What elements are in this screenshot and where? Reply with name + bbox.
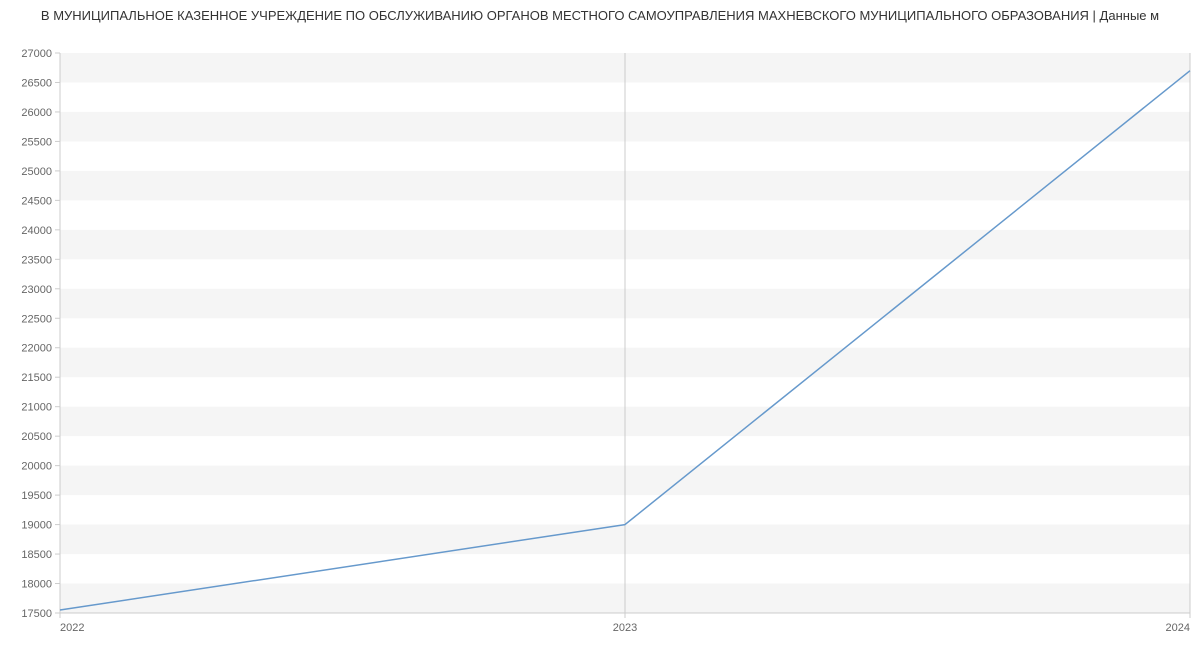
line-chart: 17500 18000 18500 19000 19500 20000 20500 21000… [0,23,1200,643]
svg-text:25000: 25000 [21,166,52,178]
svg-text:21500: 21500 [21,372,52,384]
svg-text:26500: 26500 [21,77,52,89]
svg-text:26000: 26000 [21,107,52,119]
chart-title: В МУНИЦИПАЛЬНОЕ КАЗЕННОЕ УЧРЕЖДЕНИЕ ПО О… [0,0,1200,23]
svg-text:23500: 23500 [21,254,52,266]
svg-text:2024: 2024 [1166,622,1190,634]
svg-text:22500: 22500 [21,313,52,325]
svg-text:18000: 18000 [21,579,52,591]
svg-text:24500: 24500 [21,195,52,207]
svg-text:25500: 25500 [21,136,52,148]
svg-text:17500: 17500 [21,608,52,620]
svg-text:23000: 23000 [21,284,52,296]
svg-text:27000: 27000 [21,48,52,60]
svg-text:22000: 22000 [21,343,52,355]
svg-text:20500: 20500 [21,431,52,443]
svg-text:18500: 18500 [21,549,52,561]
svg-text:2023: 2023 [613,622,637,634]
svg-text:20000: 20000 [21,461,52,473]
chart-container: 17500 18000 18500 19000 19500 20000 20500 21000… [0,23,1200,643]
svg-text:24000: 24000 [21,225,52,237]
svg-text:19500: 19500 [21,490,52,502]
svg-text:2022: 2022 [60,622,84,634]
svg-text:19000: 19000 [21,520,52,532]
svg-text:21000: 21000 [21,402,52,414]
